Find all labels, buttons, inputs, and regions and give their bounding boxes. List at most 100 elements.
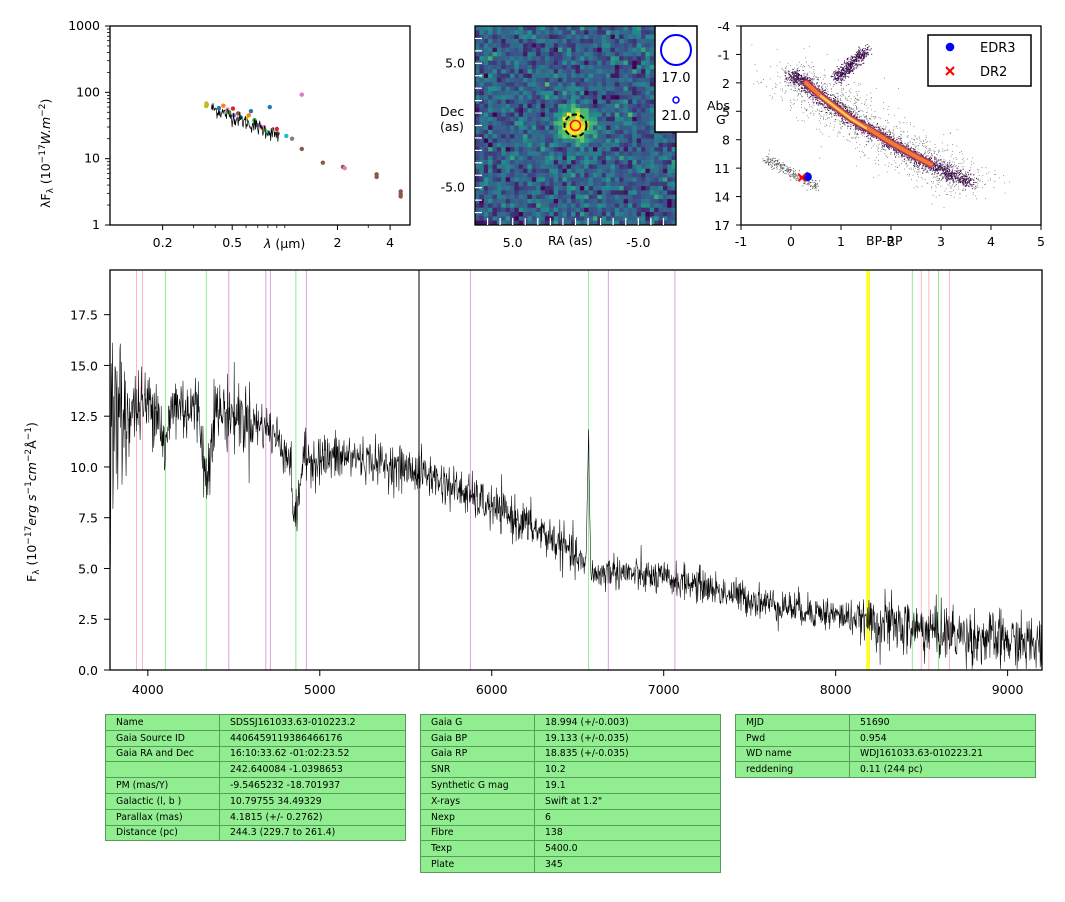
image-pixel xyxy=(579,207,585,213)
hr-ms-star xyxy=(895,149,897,151)
image-pixel xyxy=(610,186,616,191)
image-pixel xyxy=(610,56,616,61)
hr-ms-star xyxy=(795,73,797,75)
image-pixel xyxy=(544,116,550,122)
image-pixel xyxy=(475,220,480,226)
image-pixel xyxy=(544,77,550,83)
hr-field-star xyxy=(918,145,919,147)
sed-photometry-point xyxy=(374,174,379,180)
image-pixel xyxy=(479,51,485,57)
hr-ms-star xyxy=(857,114,859,115)
hr-ms-star xyxy=(813,102,815,104)
hr-field-star xyxy=(956,129,958,131)
image-pixel xyxy=(523,30,528,35)
image-pixel xyxy=(671,142,677,148)
image-pixel xyxy=(645,43,651,48)
image-pixel xyxy=(579,190,585,196)
image-pixel xyxy=(592,155,598,161)
image-pixel xyxy=(553,38,559,44)
hr-ms-star xyxy=(810,96,812,98)
image-pixel xyxy=(479,220,485,226)
hr-ms-star xyxy=(964,175,966,177)
hr-field-star xyxy=(827,107,829,108)
image-pixel xyxy=(540,47,546,53)
image-pixel xyxy=(505,160,511,165)
image-pixel xyxy=(523,43,528,48)
hr-ms-star xyxy=(950,166,952,168)
image-pixel xyxy=(636,173,642,178)
image-pixel xyxy=(627,138,633,144)
hr-ms-star xyxy=(970,179,972,180)
hr-ms-star xyxy=(963,180,965,182)
hr-field-star xyxy=(821,85,822,87)
image-pixel xyxy=(540,108,546,113)
image-pixel xyxy=(606,112,611,118)
image-pixel xyxy=(488,134,493,139)
hr-ms-star xyxy=(810,77,812,79)
hr-ms-star xyxy=(841,120,843,122)
image-pixel xyxy=(483,194,489,200)
image-pixel xyxy=(475,86,480,92)
image-pixel xyxy=(492,51,498,57)
image-pixel xyxy=(636,142,642,148)
image-pixel xyxy=(488,155,493,161)
image-pixel xyxy=(627,64,633,70)
image-pixel xyxy=(575,199,581,204)
hr-ms-star xyxy=(948,177,950,179)
image-pixel xyxy=(654,173,659,178)
hr-field-star xyxy=(870,100,872,102)
image-pixel xyxy=(575,95,581,100)
image-pixel xyxy=(597,60,603,66)
image-pixel xyxy=(527,134,533,139)
hr-ms-star xyxy=(947,171,949,172)
image-pixel xyxy=(518,138,524,144)
image-pixel xyxy=(645,116,651,122)
image-pixel xyxy=(492,99,498,105)
hr-ms-star xyxy=(954,170,956,172)
hr-ms-star xyxy=(962,189,964,191)
hr-ms-star xyxy=(867,123,869,125)
hr-ms-star xyxy=(944,165,946,167)
image-pixel xyxy=(606,95,611,100)
hr-ms-star xyxy=(934,156,936,158)
image-pixel xyxy=(614,60,620,66)
image-pixel xyxy=(536,147,541,152)
hr-ms-star xyxy=(793,73,795,75)
image-pixel xyxy=(592,108,598,113)
image-pixel xyxy=(483,155,489,161)
hr-field-star xyxy=(898,136,900,137)
image-pixel xyxy=(623,203,629,208)
image-pixel xyxy=(479,34,485,40)
image-pixel xyxy=(636,86,642,92)
image-pixel xyxy=(479,164,485,170)
image-pixel xyxy=(654,160,659,165)
image-pixel xyxy=(601,216,607,221)
image-pixel xyxy=(531,164,537,170)
image-pixel xyxy=(536,190,541,196)
hr-ms-star xyxy=(947,174,949,176)
hr-ms-star xyxy=(917,165,918,167)
image-pixel xyxy=(492,82,498,87)
image-pixel xyxy=(544,103,550,109)
hr-field-star xyxy=(821,83,822,84)
image-pixel xyxy=(483,168,489,174)
image-pixel xyxy=(514,186,519,191)
image-pixel xyxy=(597,47,603,53)
hr-field-star xyxy=(966,175,968,176)
image-pixel xyxy=(492,125,498,131)
image-pixel xyxy=(505,121,511,126)
image-pixel xyxy=(501,142,506,148)
image-pixel xyxy=(566,190,572,196)
hr-field-star xyxy=(896,137,898,138)
hr-ms-star xyxy=(929,159,931,161)
image-pixel xyxy=(654,220,659,226)
image-pixel xyxy=(654,199,659,204)
image-pixel xyxy=(627,116,633,122)
image-pixel xyxy=(492,26,498,31)
hr-ms-star xyxy=(951,174,953,176)
hr-ms-star xyxy=(941,169,943,171)
image-pixel xyxy=(584,207,589,213)
hr-field-star xyxy=(860,156,861,158)
image-pixel xyxy=(479,43,485,48)
image-pixel xyxy=(544,56,550,61)
